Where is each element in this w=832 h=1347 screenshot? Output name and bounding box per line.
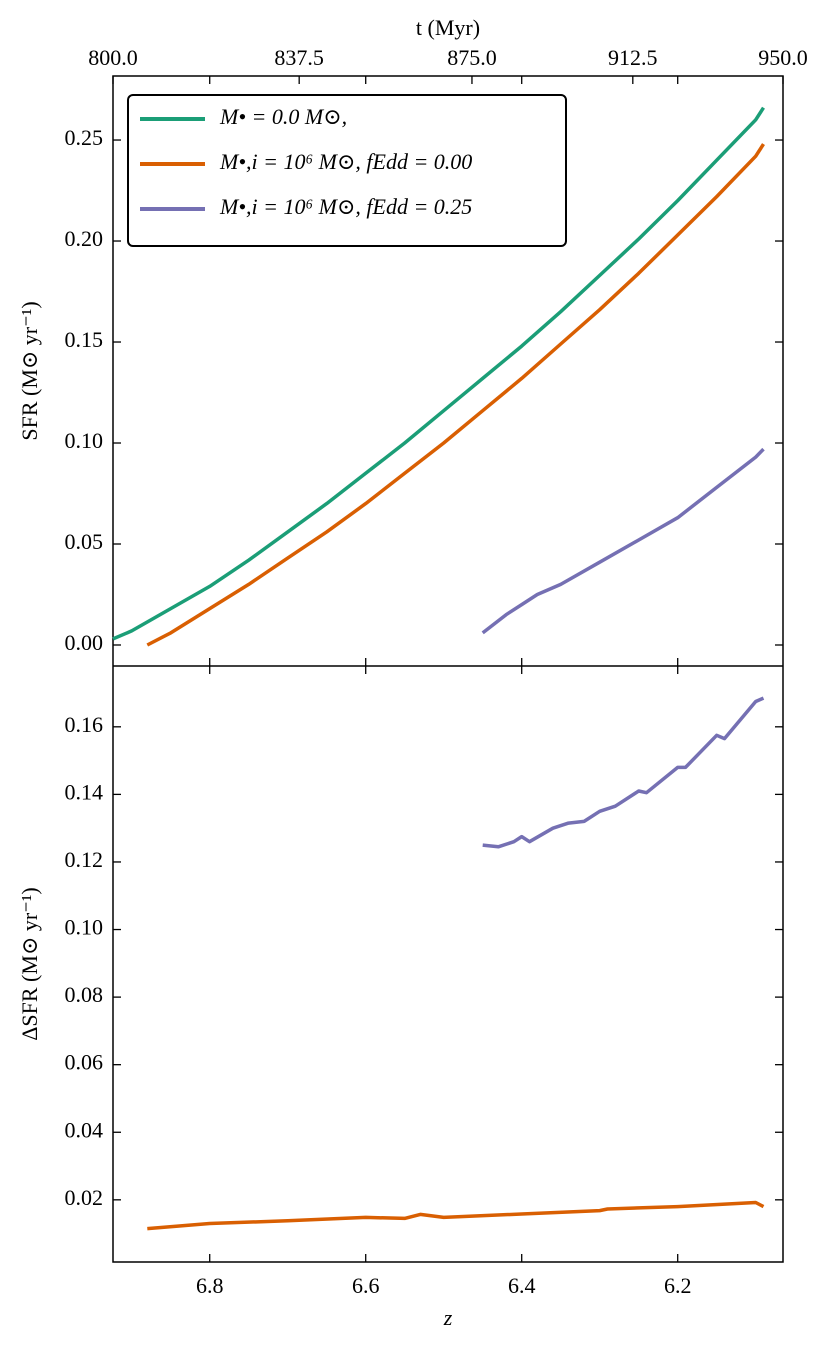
x-tick-label: 6.8	[196, 1273, 224, 1298]
y-tick-label: 0.12	[65, 847, 104, 872]
series-line	[146, 143, 765, 647]
legend-label: M•,i = 10⁶ M⊙, fEdd = 0.00	[219, 149, 472, 174]
y-axis-title: ΔSFR (M⊙ yr⁻¹)	[17, 887, 42, 1040]
y-tick-label: 0.25	[65, 125, 104, 150]
x2-tick-label: 950.0	[758, 45, 808, 70]
x2-tick-label: 912.5	[608, 45, 658, 70]
y-tick-label: 0.04	[65, 1117, 104, 1142]
x-axis-title: z	[443, 1305, 453, 1330]
series-line	[481, 447, 765, 635]
y-tick-label: 0.08	[65, 982, 104, 1007]
x-tick-label: 6.6	[352, 1273, 380, 1298]
y-tick-label: 0.05	[65, 529, 104, 554]
top-axis-title: t (Myr)	[416, 15, 480, 40]
legend-box	[127, 94, 567, 247]
x-tick-label: 6.2	[664, 1273, 692, 1298]
y-tick-label: 0.02	[65, 1185, 104, 1210]
y-axis-title: SFR (M⊙ yr⁻¹)	[17, 301, 42, 440]
y-tick-label: 0.20	[65, 226, 104, 251]
series-line	[112, 106, 765, 641]
y-tick-label: 0.15	[65, 327, 104, 352]
x2-tick-label: 837.5	[274, 45, 324, 70]
x2-tick-label: 875.0	[447, 45, 497, 70]
series-line	[147, 1200, 765, 1231]
y-tick-label: 0.10	[65, 428, 104, 453]
y-tick-label: 0.10	[65, 915, 104, 940]
x2-tick-label: 800.0	[88, 45, 138, 70]
y-tick-label: 0.06	[65, 1050, 104, 1075]
frame	[112, 75, 784, 1263]
x-tick-label: 6.4	[508, 1273, 536, 1298]
series-line	[482, 696, 765, 849]
y-tick-label: 0.00	[65, 630, 104, 655]
legend-label: M•,i = 10⁶ M⊙, fEdd = 0.25	[219, 194, 472, 219]
y-tick-label: 0.14	[65, 779, 104, 804]
legend-label: M• = 0.0 M⊙,	[219, 104, 347, 129]
y-tick-label: 0.16	[65, 712, 104, 737]
